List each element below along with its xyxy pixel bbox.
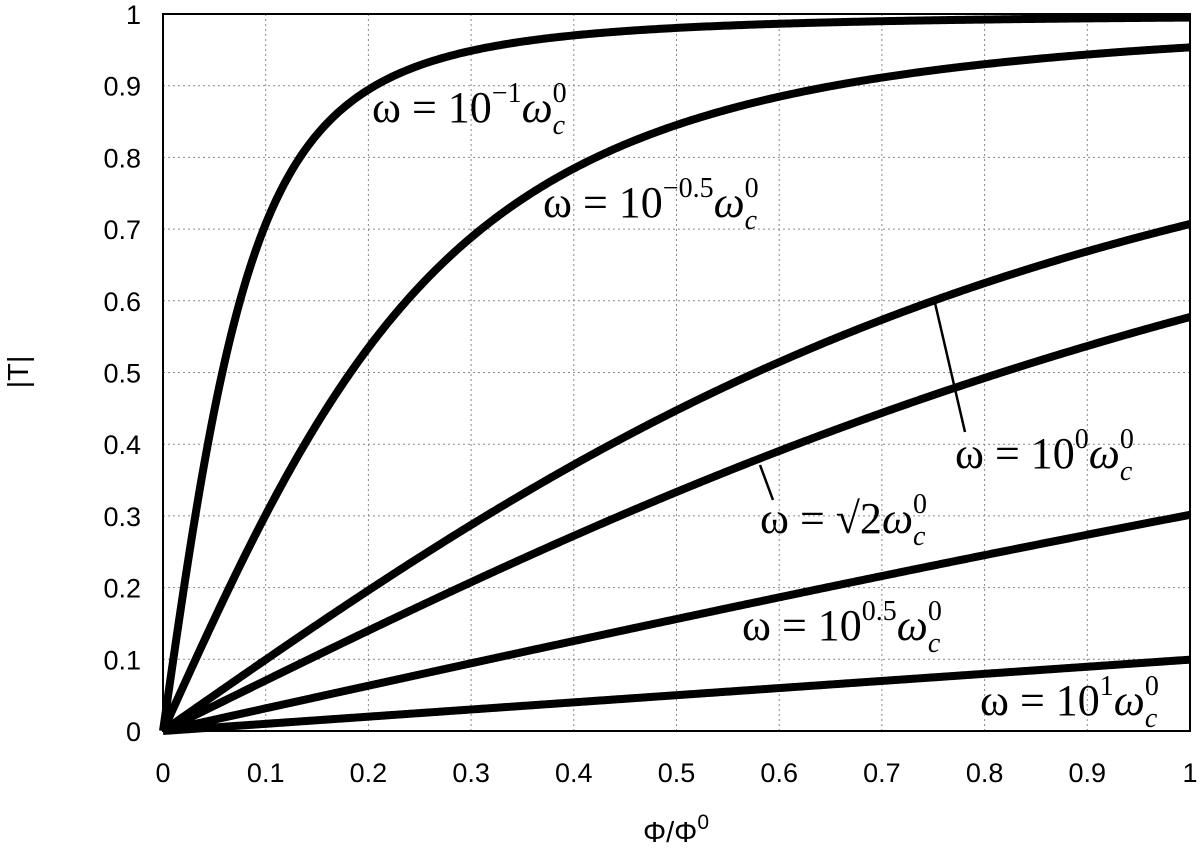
annotation-omega: ω [1089,429,1120,478]
y-tick-labels: 0 0.1 0.2 0.3 0.4 0.5 0.6 0.7 0.8 0.9 1 [103,0,141,747]
series-line-3 [161,313,1192,735]
annotation-sub: c [553,110,566,141]
series-annotation: ω = 100.5ω0 c [742,596,942,659]
x-axis-label-base: Φ/Φ [643,817,697,849]
annotation-sub: c [745,205,758,236]
series-annotation: ω = 100ω0 c [955,424,1134,487]
x-tick-label: 0.8 [966,758,1004,788]
x-tick-labels: 0 0.1 0.2 0.3 0.4 0.5 0.6 0.7 0.8 0.9 1 [155,758,1197,788]
annotation-exponent: 0 [1075,424,1089,455]
annotation-exponent: −0.5 [663,173,714,204]
series-annotation: ω = 10−0.5ω0 c [543,173,759,236]
y-tick-label: 0.1 [103,645,141,675]
y-axis-label: |T| [3,356,35,389]
y-tick-label: 0.6 [103,287,141,317]
x-tick-label: 0.7 [863,758,901,788]
annotation-base: ω = √2 [760,494,882,543]
annotation-base: ω = 10 [372,83,492,132]
annotation-sup: 0 [1120,424,1134,455]
annotation-sup: 0 [913,489,927,520]
annotation-exponent: 0.5 [862,596,897,627]
series-annotations: ω = 10−1ω0 cω = 10−0.5ω0 cω = 100ω0 cω = √2… [372,78,1159,734]
annotation-base: ω = 10 [742,601,862,650]
x-axis-label-sup: 0 [697,811,709,834]
annotation-exponent: −1 [492,78,522,109]
series-line-2 [160,220,1192,735]
x-tick-label: 1 [1182,758,1197,788]
annotation-omega: ω [714,178,745,227]
series-annotation: ω = 10−1ω0 c [372,78,567,141]
annotation-sub: c [1145,703,1158,734]
x-tick-label: 0 [155,758,170,788]
x-tick-label: 0.5 [658,758,696,788]
y-tick-label: 0.2 [103,574,141,604]
annotation-sup: 0 [928,596,942,627]
annotation-sup: 0 [553,78,567,109]
y-tick-label: 0.7 [103,215,141,245]
x-tick-label: 0.4 [555,758,593,788]
series-line-5 [161,655,1192,735]
annotation-exponent: 1 [1100,671,1114,702]
annotation-omega: ω [897,601,928,650]
annotation-sup: 0 [745,173,759,204]
plot-border [162,13,1191,732]
y-tick-label: 0.9 [103,72,141,102]
y-tick-label: 1 [126,0,141,30]
annotation-base: ω = 10 [543,178,663,227]
annotation-omega: ω [522,83,553,132]
series-annotation: ω = 101ω0 c [980,671,1159,734]
y-tick-label: 0.4 [103,430,141,460]
grid-lines [163,14,1190,731]
annotation-sub: c [913,521,926,552]
annotation-base: ω = 10 [980,676,1100,725]
x-tick-label: 0.2 [350,758,388,788]
x-tick-label: 0.9 [1069,758,1107,788]
annotation-sup: 0 [1145,671,1159,702]
leader-line-sqrt2 [758,464,775,501]
series-annotation: ω = √2ω0 c [760,489,927,552]
annotation-omega: ω [882,494,913,543]
series-line-4 [161,510,1192,735]
series-line-1 [159,43,1192,733]
y-tick-label: 0.3 [103,502,141,532]
leader-line-1e0 [933,302,967,433]
series-lines [159,13,1192,735]
x-tick-label: 0.3 [452,758,490,788]
x-tick-label: 0.6 [760,758,798,788]
x-tick-label: 0.1 [247,758,285,788]
annotation-sub: c [928,628,941,659]
y-tick-label: 0.8 [103,143,141,173]
annotation-sub: c [1120,456,1133,487]
plot-frame [162,13,1191,732]
annotation-omega: ω [1114,676,1145,725]
series-line-0 [159,13,1192,732]
y-tick-label: 0 [126,717,141,747]
x-axis-label: Φ/Φ0 [643,811,709,849]
annotation-base: ω = 10 [955,429,1075,478]
annotation-leaders [758,302,967,501]
y-tick-label: 0.5 [103,359,141,389]
